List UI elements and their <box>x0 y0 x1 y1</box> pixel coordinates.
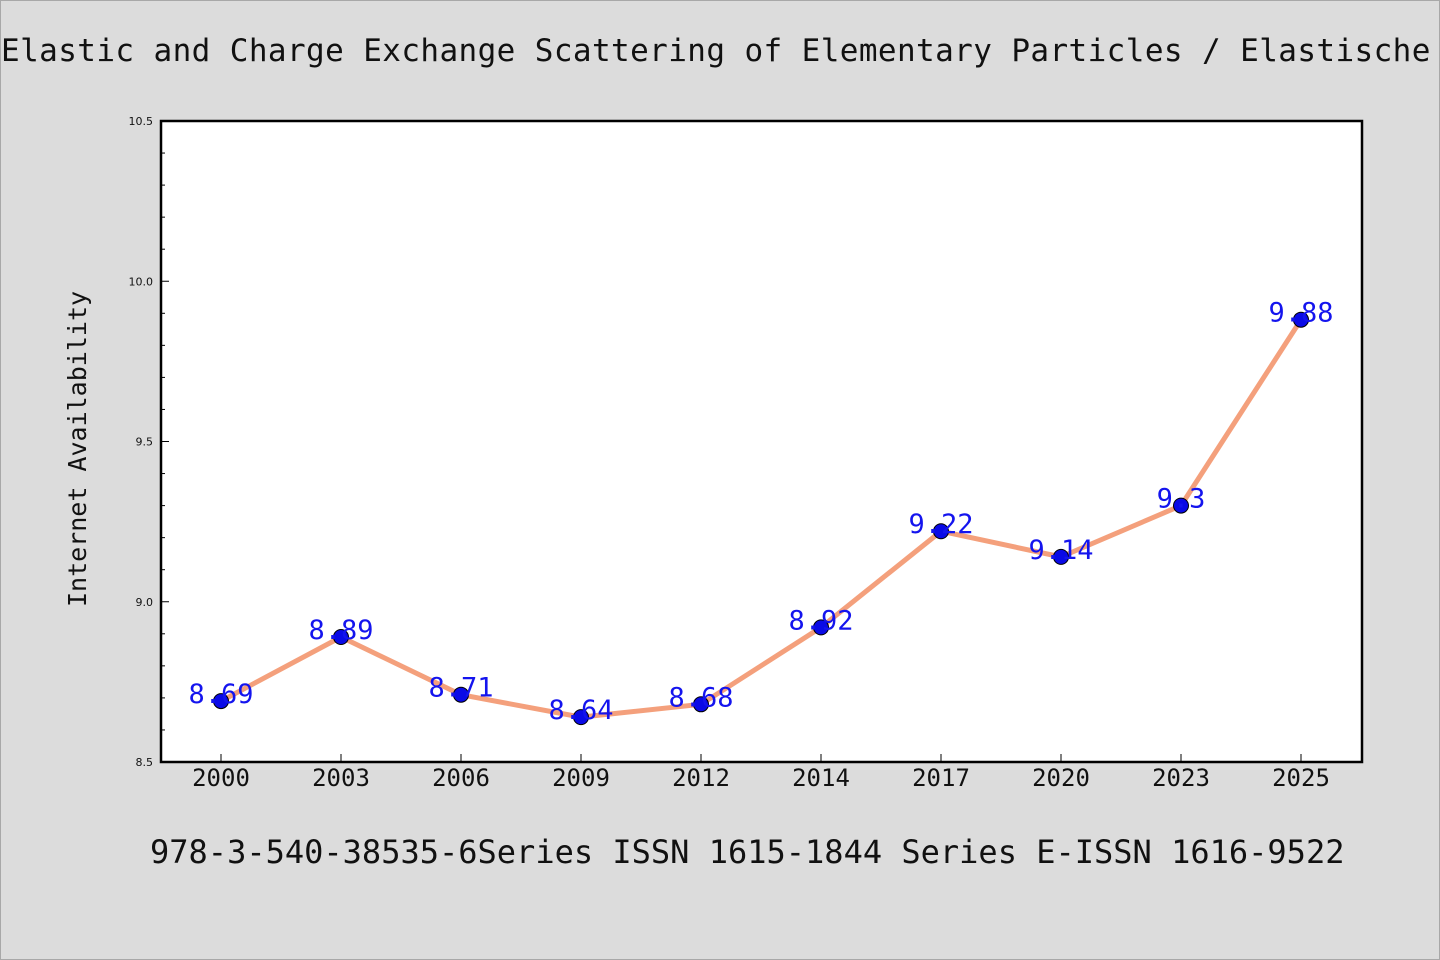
x-tick-label: 2009 <box>552 764 610 792</box>
y-tick-label: 9.5 <box>136 436 154 449</box>
data-point-marker <box>1173 497 1189 514</box>
data-point-marker <box>453 686 469 703</box>
data-label: 9.3 <box>1157 484 1206 515</box>
chart-title: Elastic and Charge Exchange Scattering o… <box>1 33 1440 69</box>
x-tick-label: 2020 <box>1032 764 1090 792</box>
data-label: 8.89 <box>308 615 373 646</box>
data-point-marker <box>213 693 229 710</box>
data-label: 9.14 <box>1028 535 1093 566</box>
data-label-layer: 8.69 8.89 8.71 8.64 8.68 8.92 9.22 9.14 9.3 9.88 <box>188 298 1333 726</box>
series-line <box>218 317 1304 720</box>
data-label: 9.88 <box>1268 298 1333 329</box>
footer-isbn-issn: 978-3-540-38535-6Series ISSN 1615-1844 S… <box>150 833 1345 871</box>
data-point-marker <box>813 619 829 636</box>
y-axis-label: Internet Availability <box>63 291 92 607</box>
data-label: 8.68 <box>668 682 733 713</box>
y-tick-label: 8.5 <box>136 756 154 769</box>
data-point-marker <box>573 709 589 726</box>
x-tick-label: 2014 <box>792 764 850 792</box>
data-label: 8.92 <box>788 605 853 636</box>
axis-ticks: 8.5 9.0 9.5 10.0 10.5 2000 2003 2006 2009 2012 201… <box>129 115 1330 792</box>
marker-layer <box>213 311 1309 726</box>
x-tick-label: 2012 <box>672 764 730 792</box>
y-tick-label: 10.0 <box>129 275 154 288</box>
data-point-marker <box>933 523 949 540</box>
x-tick-label: 2000 <box>192 764 250 792</box>
data-point-marker <box>1053 548 1069 565</box>
plot-area <box>159 119 1364 764</box>
series-line-layer <box>218 317 1304 720</box>
x-tick-label: 2023 <box>1152 764 1210 792</box>
y-tick-label: 9.0 <box>136 596 154 609</box>
data-label: 8.69 <box>188 679 253 710</box>
data-point-marker <box>333 629 349 646</box>
data-point-marker <box>693 696 709 713</box>
x-tick-label: 2017 <box>912 764 970 792</box>
x-tick-label: 2025 <box>1272 764 1330 792</box>
x-tick-label: 2006 <box>432 764 490 792</box>
data-label: 9.22 <box>908 509 973 540</box>
data-point-marker <box>1293 311 1309 328</box>
data-label: 8.64 <box>548 695 613 726</box>
x-tick-label: 2003 <box>312 764 370 792</box>
y-tick-label: 10.5 <box>129 115 154 128</box>
data-label: 8.71 <box>428 673 493 704</box>
